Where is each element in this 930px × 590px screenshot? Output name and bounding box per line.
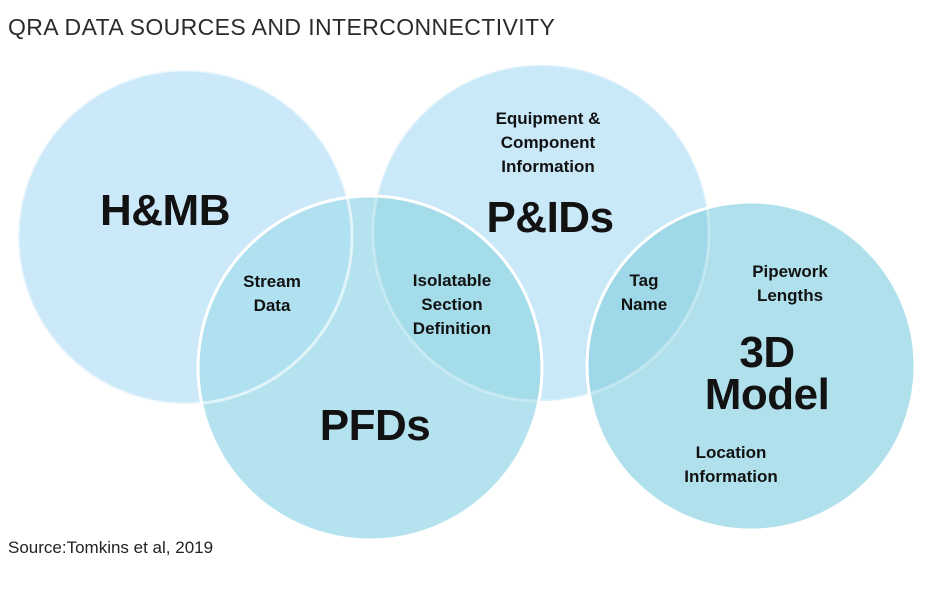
overlap-pids-model3d xyxy=(587,202,709,401)
isolatable-line2: Section xyxy=(421,295,483,314)
equipment-note-line2: Component xyxy=(500,133,596,152)
tag-name-line2: Name xyxy=(620,295,668,314)
tag-name-note: Tag Name xyxy=(621,269,667,317)
location-note-line2: Information xyxy=(684,467,778,486)
hmb-label: H&MB xyxy=(100,189,230,233)
equipment-note-line1: Equipment & xyxy=(495,109,601,128)
equipment-note: Equipment & Component Information xyxy=(496,107,601,179)
hmb-label-text: H&MB xyxy=(100,186,230,235)
pfds-circle-outline xyxy=(196,194,544,542)
model3d-label-line2: Model xyxy=(704,370,830,419)
location-note-line1: Location xyxy=(695,443,767,462)
stream-data-line1: Stream xyxy=(243,272,301,291)
tag-name-line1: Tag xyxy=(629,271,659,290)
model3d-label-line1: 3D xyxy=(739,328,795,377)
isolatable-section-note: Isolatable Section Definition xyxy=(413,269,491,341)
equipment-note-line3: Information xyxy=(501,157,595,176)
pids-circle-outline xyxy=(371,63,711,403)
overlap-hmb-pfds xyxy=(198,196,352,404)
isolatable-line3: Definition xyxy=(412,319,492,338)
stream-data-line2: Data xyxy=(253,296,291,315)
pipework-note-line2: Lengths xyxy=(756,286,824,305)
model3d-circle-outline xyxy=(585,200,917,532)
isolatable-line1: Isolatable xyxy=(412,271,492,290)
pipework-note-line1: Pipework xyxy=(752,262,828,281)
page-title: QRA DATA SOURCES AND INTERCONNECTIVITY xyxy=(8,14,556,40)
pids-label-text: P&IDs xyxy=(486,193,614,242)
pfds-label-text: PFDs xyxy=(319,401,431,450)
stream-data-note: Stream Data xyxy=(243,270,301,318)
overlap-pids-pfds xyxy=(373,196,542,401)
source-citation: Source:Tomkins et al, 2019 xyxy=(8,538,214,557)
pids-label: P&IDs xyxy=(486,193,614,242)
pipework-note: Pipework Lengths xyxy=(752,260,828,308)
pfds-label: PFDs xyxy=(319,401,431,450)
model3d-label: 3D Model xyxy=(704,328,830,419)
location-note: Location Information xyxy=(684,441,778,489)
hmb-circle-outline xyxy=(16,68,354,406)
